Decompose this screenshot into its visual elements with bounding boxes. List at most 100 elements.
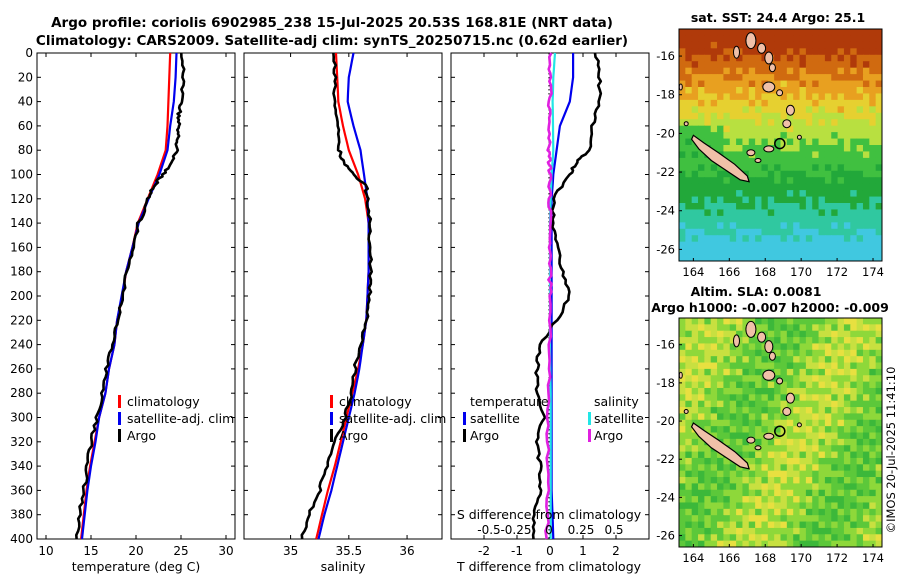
- heatmap-cell: [755, 248, 763, 256]
- heatmap-cell: [793, 93, 801, 101]
- heatmap-cell: [862, 241, 870, 249]
- heatmap-cell: [748, 119, 756, 127]
- heatmap-cell: [723, 74, 731, 82]
- heatmap-cell: [799, 362, 807, 370]
- heatmap-cell: [717, 80, 724, 88]
- heatmap-cell: [831, 496, 839, 504]
- heatmap-cell: [856, 337, 864, 345]
- heatmap-cell: [812, 489, 820, 497]
- heatmap-cell: [755, 235, 763, 243]
- heatmap-cell: [831, 170, 839, 178]
- heatmap-cell: [691, 145, 699, 153]
- heatmap-cell: [767, 489, 775, 497]
- heatmap-cell: [710, 132, 718, 140]
- heatmap-cell: [679, 419, 686, 427]
- heatmap-cell: [799, 35, 807, 43]
- heatmap-cell: [824, 489, 832, 497]
- heatmap-cell: [805, 337, 813, 345]
- heatmap-cell: [837, 61, 845, 69]
- heatmap-cell: [875, 35, 882, 43]
- heatmap-cell: [679, 534, 686, 542]
- heatmap-cell: [767, 419, 775, 427]
- heatmap-cell: [767, 209, 775, 217]
- heatmap-cell: [843, 407, 851, 415]
- heatmap-cell: [691, 337, 699, 345]
- heatmap-cell: [767, 527, 775, 535]
- heatmap-cell: [717, 451, 724, 459]
- heatmap-cell: [748, 508, 756, 516]
- heatmap-cell: [837, 87, 845, 95]
- heatmap-cell: [824, 254, 832, 261]
- heatmap-cell: [799, 61, 807, 69]
- heatmap-cell: [831, 387, 839, 395]
- heatmap-cell: [748, 375, 756, 383]
- legend-label-s-argo: Argo: [594, 428, 623, 443]
- heatmap-cell: [685, 48, 693, 56]
- heatmap-cell: [761, 119, 769, 127]
- heatmap-cell: [767, 125, 775, 133]
- heatmap-cell: [679, 508, 686, 516]
- island: [733, 334, 740, 348]
- heatmap-cell: [685, 496, 693, 504]
- heatmap-cell: [698, 400, 705, 408]
- heatmap-cell: [691, 470, 699, 478]
- island: [785, 104, 795, 116]
- heatmap-cell: [805, 432, 813, 440]
- heatmap-cell: [717, 190, 724, 198]
- heatmap-cell: [793, 464, 801, 472]
- heatmap-cell: [691, 106, 699, 114]
- heatmap-cell: [843, 80, 851, 88]
- heatmap-cell: [729, 426, 737, 434]
- heatmap-cell: [729, 138, 737, 146]
- heatmap-cell: [761, 222, 769, 230]
- heatmap-cell: [786, 235, 794, 243]
- heatmap-cell: [729, 54, 737, 62]
- heatmap-cell: [723, 407, 731, 415]
- heatmap-cell: [710, 540, 718, 547]
- heatmap-cell: [748, 527, 756, 535]
- heatmap-cell: [850, 457, 858, 465]
- heatmap-cell: [805, 381, 813, 389]
- heatmap-cell: [793, 394, 801, 402]
- heatmap-cell: [799, 489, 807, 497]
- heatmap-cell: [786, 196, 794, 204]
- heatmap-cell: [850, 356, 858, 364]
- heatmap-cell: [679, 438, 686, 446]
- heatmap-cell: [856, 177, 864, 185]
- series-line-satellite-adj-clim: [80, 52, 178, 540]
- heatmap-cell: [843, 61, 851, 69]
- heatmap-cell: [805, 54, 813, 62]
- heatmap-cell: [761, 362, 769, 370]
- island: [782, 119, 792, 129]
- heatmap-cell: [843, 496, 851, 504]
- heatmap-cell: [742, 534, 750, 542]
- heatmap-cell: [793, 241, 801, 249]
- heatmap-cell: [755, 132, 763, 140]
- heatmap-cell: [875, 215, 882, 223]
- heatmap-cell: [875, 132, 882, 140]
- heatmap-cell: [742, 67, 750, 75]
- heatmap-cell: [869, 48, 877, 56]
- heatmap-cell: [691, 48, 699, 56]
- heatmap-cell: [698, 74, 705, 82]
- heatmap-cell: [704, 426, 712, 434]
- depth-tick-label: 20: [18, 70, 33, 84]
- heatmap-cell: [793, 534, 801, 542]
- heatmap-cell: [704, 222, 712, 230]
- heatmap-cell: [736, 209, 744, 217]
- heatmap-cell: [698, 132, 705, 140]
- heatmap-cell: [875, 106, 882, 114]
- heatmap-cell: [824, 74, 832, 82]
- heatmap-cell: [805, 254, 813, 261]
- heatmap-cell: [742, 241, 750, 249]
- heatmap-cell: [786, 93, 794, 101]
- heatmap-cell: [799, 375, 807, 383]
- heatmap-cell: [755, 470, 763, 478]
- heatmap-cell: [875, 362, 882, 370]
- heatmap-cell: [717, 330, 724, 338]
- heatmap-cell: [837, 241, 845, 249]
- heatmap-cell: [742, 407, 750, 415]
- heatmap-cell: [793, 527, 801, 535]
- heatmap-cell: [805, 164, 813, 172]
- heatmap-cell: [862, 470, 870, 478]
